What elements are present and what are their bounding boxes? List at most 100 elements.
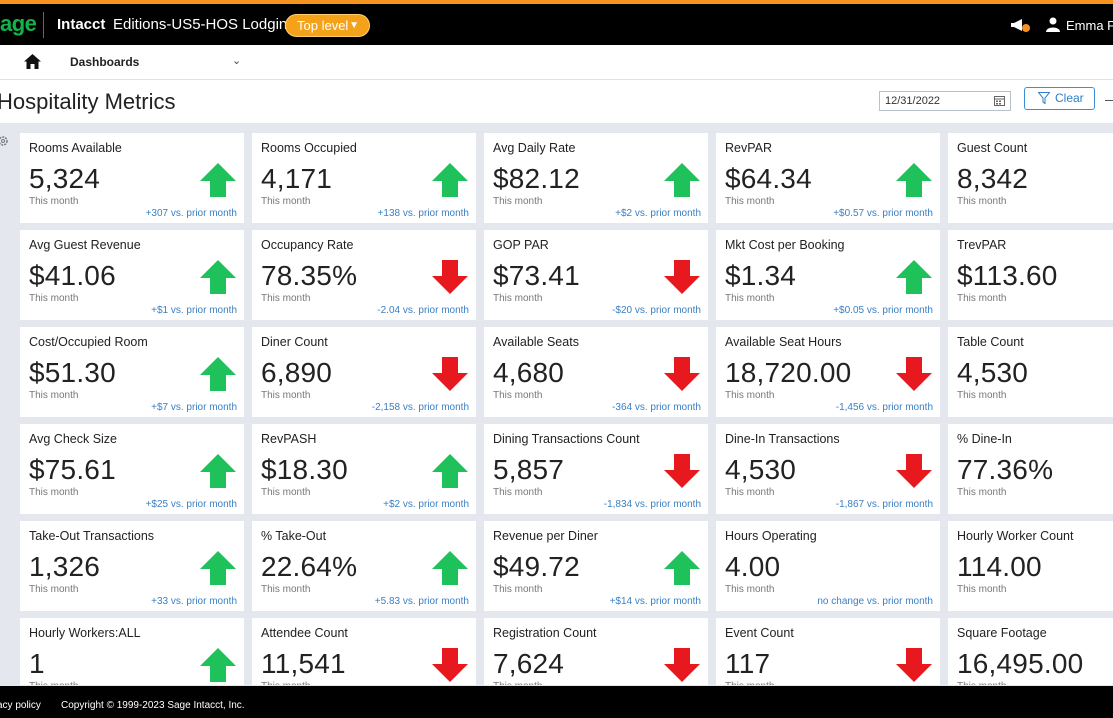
metric-label: GOP PAR [493,238,549,252]
metric-period: This month [725,390,775,401]
calendar-icon[interactable] [994,95,1005,106]
metric-period: This month [493,681,542,685]
metric-delta: -1,834 vs. prior month [603,499,701,510]
entity-level-dropdown[interactable]: Top level ▼ [285,14,370,37]
metric-card[interactable]: Avg Check Size $75.61 This month +$25 vs. p… [20,424,244,514]
metric-value: 5,324 [29,163,101,194]
entity-level-label: Top level [297,18,349,33]
metric-period: This month [493,390,543,401]
metric-card[interactable]: Available Seat Hours 18,720.00 This month -… [716,327,940,417]
metric-period: This month [261,584,311,595]
metric-card[interactable]: Rooms Occupied 4,171 This month +138 vs. pr… [252,133,476,223]
metric-card[interactable]: Available Seats 4,680 This month -364 vs. p… [484,327,708,417]
metric-period: This month [29,681,78,685]
metric-card[interactable]: Diner Count 6,890 This month -2,158 vs. pri… [252,327,476,417]
arrow-up-icon [432,454,468,488]
announcement-icon[interactable] [1010,17,1032,33]
metric-label: Avg Check Size [29,432,118,446]
metric-label: % Dine-In [957,432,1012,446]
metric-label: Rooms Occupied [261,141,357,155]
metric-value: 4,530 [957,357,1029,388]
metric-value: $75.61 [29,454,116,485]
metric-card[interactable]: Take-Out Transactions 1,326 This month +33 … [20,521,244,611]
metric-label: Guest Count [957,141,1028,155]
metric-delta: -1,867 vs. prior month [835,499,933,510]
metric-value: 4,530 [725,454,797,485]
metric-card[interactable]: RevPASH $18.30 This month +$2 vs. prior mon… [252,424,476,514]
metric-label: RevPASH [261,432,317,446]
arrow-down-icon [664,648,700,682]
metric-period: This month [29,293,79,304]
collapse-icon[interactable] [1105,100,1113,101]
arrow-up-icon [200,357,236,391]
metric-delta: +$14 vs. prior month [609,596,701,607]
as-of-date-field[interactable]: 12/31/2022 [879,91,1011,111]
metric-card[interactable]: Occupancy Rate 78.35% This month -2.04 vs. … [252,230,476,320]
metric-card[interactable]: Attendee Count 11,541 This month [252,618,476,685]
metric-value: $18.30 [261,454,348,485]
arrow-down-icon [664,454,700,488]
filter-icon [1038,92,1050,104]
metric-card[interactable]: Mkt Cost per Booking $1.34 This month +$0.0… [716,230,940,320]
metric-value: 8,342 [957,163,1029,194]
chevron-down-icon: ▼ [349,20,359,31]
metric-card[interactable]: Rooms Available 5,324 This month +307 vs. p… [20,133,244,223]
metric-period: This month [261,293,311,304]
metric-delta: -1,456 vs. prior month [835,402,933,413]
metric-card[interactable]: Avg Guest Revenue $41.06 This month +$1 vs.… [20,230,244,320]
dashboards-menu[interactable]: Dashboards [70,55,140,69]
metric-value: 5,857 [493,454,565,485]
metric-label: Cost/Occupied Room [29,335,148,349]
home-icon[interactable] [24,54,41,69]
metric-card[interactable]: Event Count 117 This month [716,618,940,685]
metric-period: This month [725,487,775,498]
metric-card[interactable]: Dine-In Transactions 4,530 This month -1,86… [716,424,940,514]
metric-card[interactable]: % Take-Out 22.64% This month +5.83 vs. prio… [252,521,476,611]
privacy-policy-link[interactable]: acy policy [0,700,41,711]
metric-label: RevPAR [725,141,773,155]
clear-filter-button[interactable]: Clear [1024,87,1095,110]
metric-card[interactable]: Registration Count 7,624 This month [484,618,708,685]
top-bar: age Intacct Editions-US5-HOS Lodging Top… [0,4,1113,45]
metric-period: This month [29,487,79,498]
sage-logo[interactable]: age [0,11,37,36]
arrow-up-icon [432,163,468,197]
arrow-down-icon [432,357,468,391]
gear-icon[interactable] [0,135,9,147]
metric-card[interactable]: Square Footage 16,495.00 This month [948,618,1113,685]
company-name: Editions-US5-HOS Lodging [113,16,296,33]
metric-value: 11,541 [261,648,346,679]
metric-card[interactable]: Dining Transactions Count 5,857 This month… [484,424,708,514]
metric-card[interactable]: Cost/Occupied Room $51.30 This month +$7 vs… [20,327,244,417]
chevron-down-icon[interactable]: ⌄ [232,55,242,67]
metric-value: 114.00 [957,551,1042,582]
arrow-up-icon [200,551,236,585]
metric-value: $64.34 [725,163,812,194]
metric-value: 4,171 [261,163,333,194]
arrow-up-icon [200,454,236,488]
metric-card[interactable]: Hourly Workers:ALL 1 This month [20,618,244,685]
user-icon[interactable] [1046,17,1060,32]
metric-card[interactable]: GOP PAR $73.41 This month -$20 vs. prior mo… [484,230,708,320]
metric-value: $1.34 [725,260,797,291]
metric-period: This month [725,293,775,304]
metric-period: This month [725,584,775,595]
metric-label: % Take-Out [261,529,327,543]
metric-card[interactable]: Hours Operating 4.00 This month no change v… [716,521,940,611]
metric-card[interactable]: Revenue per Diner $49.72 This month +$14 vs… [484,521,708,611]
metric-value: 1,326 [29,551,101,582]
metric-label: Available Seats [493,335,579,349]
metric-period: This month [725,196,775,207]
metric-value: $41.06 [29,260,116,291]
user-name[interactable]: Emma Pe [1066,18,1113,33]
metric-card[interactable]: Avg Daily Rate $82.12 This month +$2 vs. pr… [484,133,708,223]
arrow-up-icon [200,648,236,682]
metric-label: Registration Count [493,626,597,640]
metric-period: This month [29,196,79,207]
metric-card[interactable]: RevPAR $64.34 This month +$0.57 vs. prior m… [716,133,940,223]
